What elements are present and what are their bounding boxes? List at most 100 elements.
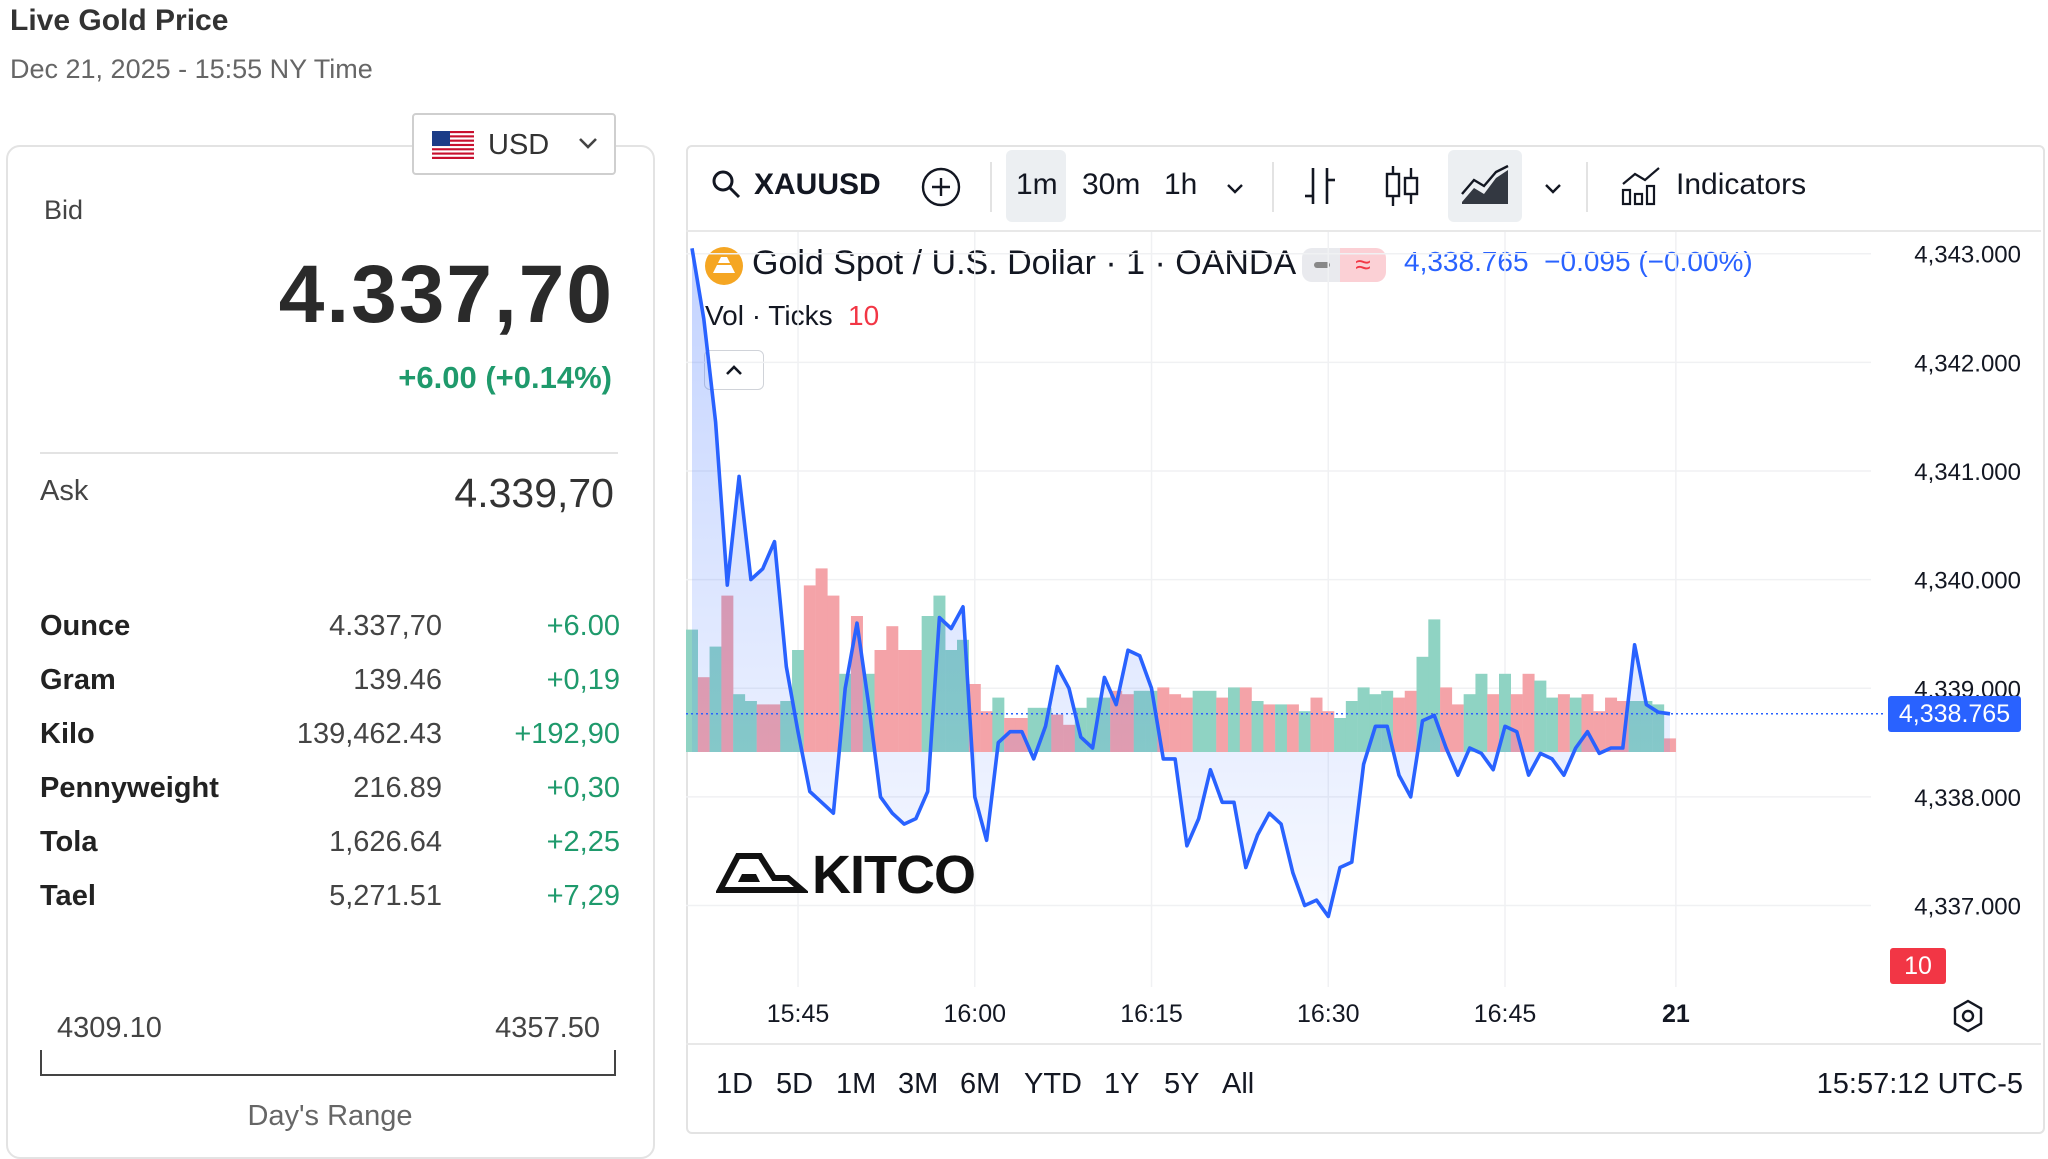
add-symbol-icon[interactable]	[920, 166, 962, 208]
unit-price: 216.89	[353, 772, 442, 804]
day-range-label: Day's Range	[247, 1100, 413, 1132]
x-tick-label: 21	[1662, 1000, 1690, 1028]
volume-bar	[874, 650, 887, 752]
volume-bar	[886, 626, 899, 752]
bottom-bar-divider	[686, 1043, 2041, 1045]
interval-1h[interactable]: 1h	[1164, 168, 1198, 201]
period-6m[interactable]: 6M	[960, 1068, 1001, 1100]
volume-bar	[1475, 673, 1488, 752]
unit-change: +6.00	[546, 610, 620, 642]
period-3m[interactable]: 3M	[898, 1068, 939, 1100]
chevron-up-icon	[726, 365, 742, 375]
volume-bar	[1192, 690, 1205, 752]
volume-bar	[1286, 704, 1299, 752]
volume-bar	[980, 711, 993, 752]
volume-bar	[1451, 704, 1464, 752]
indicators-button[interactable]: Indicators	[1676, 168, 1807, 201]
period-all[interactable]: All	[1222, 1068, 1255, 1100]
price-chart[interactable]: 4,343.000 4,342.000 4,341.000 4,340.000 4,33…	[686, 232, 2041, 1052]
kitco-logo-icon	[716, 853, 808, 893]
volume-bar	[1569, 697, 1582, 752]
last-price-legend: 4,338.765 −0.095 (−0.00%)	[1404, 246, 1753, 278]
volume-bar	[1027, 707, 1040, 752]
symbol-search[interactable]: XAUUSD	[754, 168, 881, 201]
price-card	[6, 145, 655, 1159]
unit-price: 5,271.51	[329, 880, 442, 912]
period-5d[interactable]: 5D	[776, 1068, 814, 1100]
day-range-bar	[40, 1050, 616, 1076]
unit-row-tola: Tola 1,626.64 +2,25	[40, 826, 620, 866]
volume-bar	[1216, 697, 1229, 752]
unit-change: +7,29	[546, 880, 620, 912]
period-1d[interactable]: 1D	[716, 1068, 754, 1100]
x-tick-label: 15:45	[767, 1000, 830, 1028]
volume-bar	[1310, 697, 1323, 752]
x-tick-label: 16:45	[1474, 1000, 1537, 1028]
interval-30m[interactable]: 30m	[1082, 168, 1141, 201]
volume-bar	[1392, 697, 1405, 752]
x-tick-label: 16:15	[1120, 1000, 1183, 1028]
unit-name: Gram	[40, 664, 116, 696]
volume-bar	[1605, 697, 1618, 752]
volume-bar	[1345, 701, 1358, 752]
candles-chart-type-icon[interactable]	[1382, 164, 1422, 208]
currency-selector[interactable]: USD	[412, 113, 616, 175]
volume-bar	[1357, 687, 1370, 752]
y-tick-label: 4,338.000	[1914, 785, 2021, 812]
y-tick-label: 4,343.000	[1914, 242, 2021, 269]
unit-name: Kilo	[40, 718, 95, 750]
volume-bars	[686, 568, 1676, 752]
search-icon[interactable]	[710, 168, 742, 200]
volume-bar	[1557, 694, 1570, 752]
volume-bar	[1404, 690, 1417, 752]
chart-settings-icon[interactable]	[1950, 998, 1986, 1034]
gold-symbol-icon	[705, 247, 743, 285]
y-axis-labels: 4,343.000 4,342.000 4,341.000 4,340.000 4,33…	[1914, 242, 2021, 921]
volume-bar	[1263, 704, 1276, 752]
volume-bar	[1204, 690, 1217, 752]
period-ytd[interactable]: YTD	[1024, 1068, 1082, 1100]
unit-price: 1,626.64	[329, 826, 442, 858]
y-tick-label: 4,337.000	[1914, 894, 2021, 921]
area-chart-type-icon[interactable]	[1460, 164, 1512, 208]
legend-change: −0.095 (−0.00%)	[1544, 246, 1753, 277]
indicators-icon[interactable]	[1620, 164, 1662, 208]
unit-row-ounce: Ounce 4.337,70 +6.00	[40, 610, 620, 650]
unit-row-gram: Gram 139.46 +0,19	[40, 664, 620, 704]
volume-bar	[1180, 697, 1193, 752]
period-5y[interactable]: 5Y	[1164, 1068, 1200, 1100]
volume-label: Vol · Ticks	[705, 300, 833, 331]
period-1m[interactable]: 1M	[836, 1068, 877, 1100]
unit-change: +192,90	[514, 718, 620, 750]
bar-chart-type-icon[interactable]	[1300, 164, 1340, 208]
price-line	[690, 248, 1671, 919]
bid-label: Bid	[44, 195, 84, 225]
unit-name: Tola	[40, 826, 98, 858]
ask-price: 4.339,70	[454, 470, 614, 516]
us-flag-icon	[432, 131, 474, 159]
chart-type-chevron-down-icon[interactable]	[1540, 175, 1566, 201]
period-1y[interactable]: 1Y	[1104, 1068, 1140, 1100]
unit-name: Ounce	[40, 610, 131, 642]
unit-change: +0,19	[546, 664, 620, 696]
volume-bar	[1251, 701, 1264, 752]
page-subtitle: Dec 21, 2025 - 15:55 NY Time	[10, 54, 373, 84]
unit-price: 139.46	[353, 664, 442, 696]
unit-name: Pennyweight	[40, 772, 219, 804]
clock: 15:57:12 UTC-5	[1816, 1068, 2023, 1100]
collapse-legend-button[interactable]	[704, 350, 764, 390]
unit-change: +2,25	[546, 826, 620, 858]
last-price-badge: 4,338.765	[1888, 695, 2021, 732]
volume-bar	[1239, 687, 1252, 752]
unit-row-tael: Tael 5,271.51 +7,29	[40, 880, 620, 920]
volume-bar	[803, 585, 816, 752]
volume-bar	[909, 650, 922, 752]
volume-bar	[1228, 687, 1241, 752]
toolbar-separator	[990, 162, 992, 212]
interval-1m[interactable]: 1m	[1016, 168, 1058, 201]
chevron-down-icon	[579, 138, 597, 149]
x-tick-label: 16:00	[944, 1000, 1007, 1028]
volume-bar	[1322, 711, 1335, 752]
volume-bar	[1593, 711, 1606, 752]
interval-chevron-down-icon[interactable]	[1222, 175, 1248, 201]
